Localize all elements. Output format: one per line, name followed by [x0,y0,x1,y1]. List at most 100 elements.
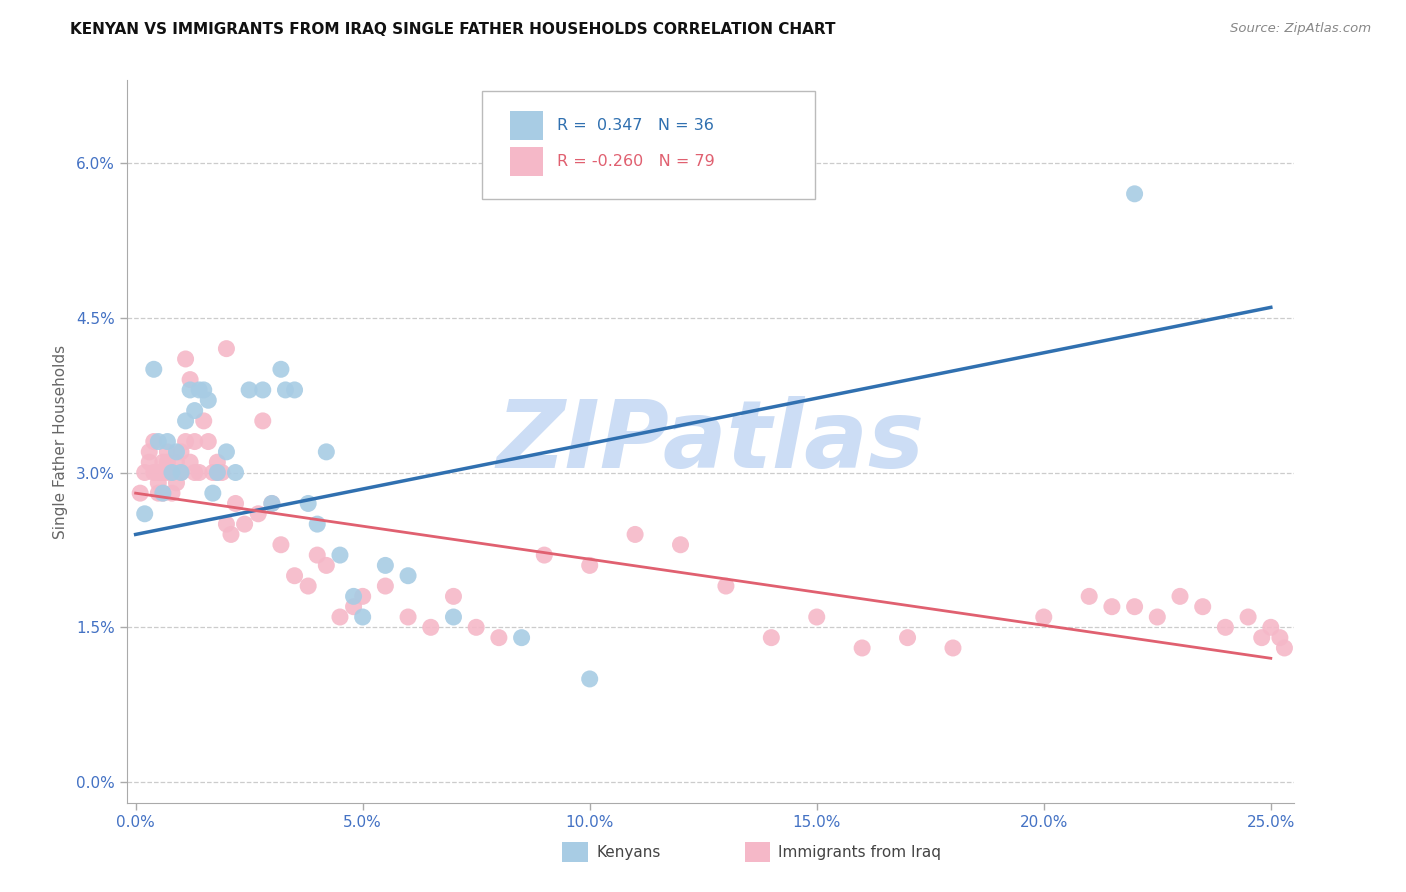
Point [179,383,201,397]
Point [342,590,364,604]
Text: R =  0.347   N = 36: R = 0.347 N = 36 [557,119,714,133]
Point [297,579,319,593]
Point [1215,620,1237,634]
Point [419,620,441,634]
Point [315,445,337,459]
Point [374,558,396,573]
Point [1237,610,1260,624]
Point [129,486,152,500]
Point [156,434,179,449]
Point [188,466,211,480]
Point [1268,631,1291,645]
Point [1032,610,1054,624]
Point [142,434,165,449]
Point [152,486,174,500]
Point [297,496,319,510]
Point [1260,620,1282,634]
Point [1123,186,1146,201]
Point [669,538,692,552]
Point [188,383,211,397]
Point [166,455,188,469]
Text: Kenyans: Kenyans [596,846,661,860]
Point [260,496,283,510]
Point [152,466,174,480]
Point [1191,599,1213,614]
Point [270,362,292,376]
Point [225,496,247,510]
Point [142,466,165,480]
Point [1146,610,1168,624]
Point [578,558,600,573]
Point [315,558,337,573]
Text: ZIPatlas: ZIPatlas [496,395,924,488]
Point [510,631,533,645]
Point [283,383,305,397]
Point [215,342,238,356]
Point [396,610,419,624]
Point [148,486,170,500]
Point [260,496,283,510]
Point [138,445,160,459]
Point [207,466,229,480]
Point [148,475,170,490]
Point [533,548,555,562]
Point [1101,599,1123,614]
Point [578,672,600,686]
Point [443,610,465,624]
Point [142,362,165,376]
Point [134,466,156,480]
Point [942,640,965,655]
Point [247,507,270,521]
Point [156,445,179,459]
Point [307,517,329,532]
Point [283,568,305,582]
Point [174,351,197,366]
Point [156,455,179,469]
Point [201,486,224,500]
Point [219,527,242,541]
Point [207,455,229,469]
Point [342,599,364,614]
Point [374,579,396,593]
Point [1250,631,1272,645]
Point [761,631,783,645]
Point [1123,599,1146,614]
FancyBboxPatch shape [482,91,815,200]
Point [193,383,215,397]
Point [1078,590,1101,604]
Point [851,640,873,655]
Point [179,373,201,387]
Point [166,445,188,459]
Point [238,383,260,397]
Point [233,517,256,532]
Point [252,414,274,428]
Point [197,434,219,449]
Point [170,466,193,480]
Point [183,403,205,417]
Point [166,475,188,490]
Point [624,527,647,541]
Point [352,590,374,604]
Point [896,631,918,645]
Point [183,434,205,449]
Text: KENYAN VS IMMIGRANTS FROM IRAQ SINGLE FATHER HOUSEHOLDS CORRELATION CHART: KENYAN VS IMMIGRANTS FROM IRAQ SINGLE FA… [70,22,835,37]
Point [174,414,197,428]
Y-axis label: Single Father Households: Single Father Households [52,344,67,539]
Point [152,455,174,469]
Point [207,466,229,480]
Point [274,383,297,397]
Point [1168,590,1191,604]
Point [396,568,419,582]
Point [1274,640,1296,655]
Point [270,538,292,552]
Point [170,445,193,459]
Point [488,631,510,645]
Point [806,610,828,624]
Point [307,548,329,562]
Point [183,466,205,480]
Point [329,610,352,624]
Text: R = -0.260   N = 79: R = -0.260 N = 79 [557,154,714,169]
Point [134,507,156,521]
Point [160,466,183,480]
Bar [510,147,543,177]
